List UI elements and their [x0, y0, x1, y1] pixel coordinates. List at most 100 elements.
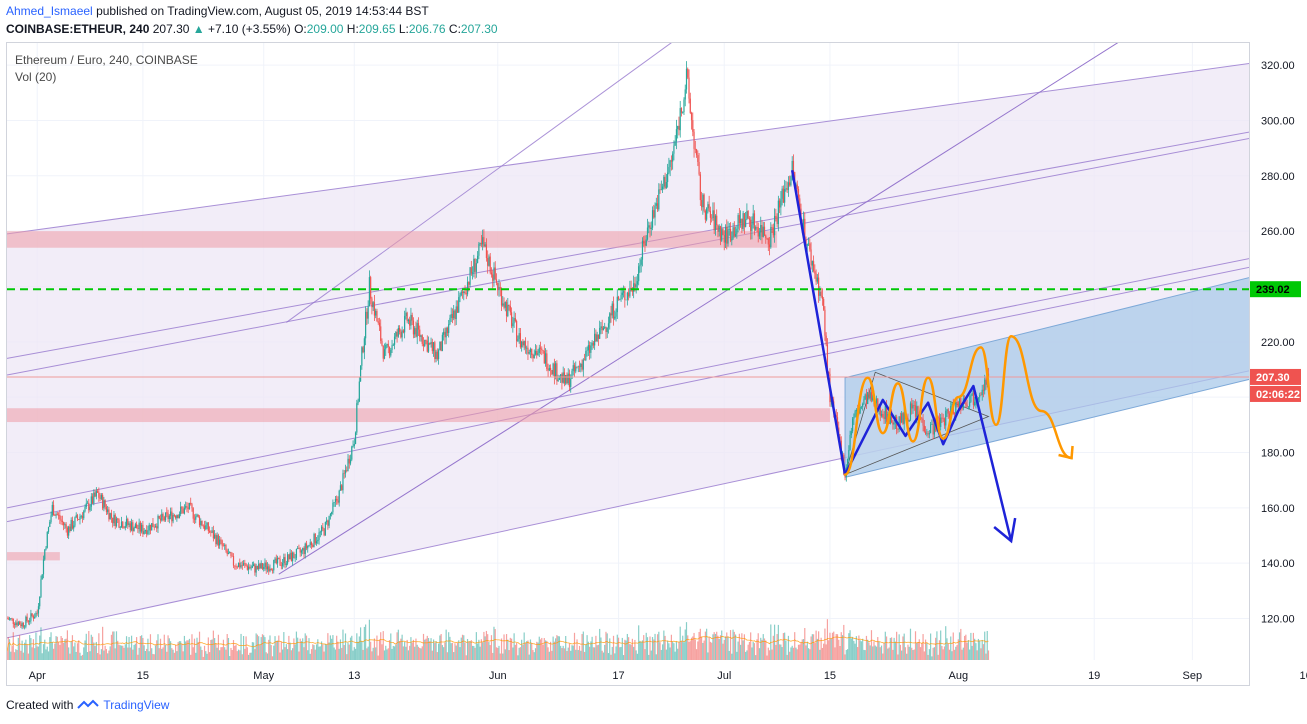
- candle-body: [609, 313, 611, 324]
- volume-bar: [508, 650, 510, 660]
- tradingview-logo-icon[interactable]: [77, 699, 100, 711]
- volume-bar: [112, 631, 114, 660]
- volume-bar: [80, 655, 82, 660]
- candle-body: [522, 341, 524, 346]
- volume-bar: [741, 633, 743, 660]
- candle-body: [152, 523, 154, 528]
- candle-body: [367, 306, 369, 319]
- volume-bar: [363, 626, 365, 660]
- volume-bar: [356, 633, 358, 660]
- volume-bar: [907, 644, 909, 660]
- volume-bar: [115, 631, 118, 660]
- volume-bar: [815, 630, 817, 660]
- volume-bar: [862, 638, 864, 660]
- volume-bar: [56, 636, 58, 660]
- volume-bar: [132, 649, 134, 660]
- candle-body: [677, 125, 679, 130]
- volume-bar: [614, 653, 616, 660]
- candle-body: [326, 520, 328, 523]
- candle-body: [970, 395, 972, 402]
- candle-body: [69, 526, 71, 532]
- volume-bar: [169, 641, 172, 660]
- volume-bar: [571, 645, 573, 660]
- volume-bar: [742, 640, 744, 660]
- volume-bar: [146, 648, 148, 660]
- volume-bar: [322, 644, 324, 660]
- candle-body: [333, 502, 335, 503]
- volume-bar: [176, 651, 178, 660]
- candle-body: [615, 312, 617, 317]
- candle-body: [711, 217, 713, 219]
- candle-body: [83, 511, 85, 519]
- candle-body: [683, 99, 685, 113]
- volume-bar: [870, 630, 873, 660]
- volume-bar: [349, 637, 352, 660]
- candle-body: [965, 402, 967, 405]
- candle-body: [709, 210, 712, 218]
- candle-body: [117, 518, 119, 520]
- volume-bar: [585, 644, 587, 660]
- candle-body: [646, 227, 649, 240]
- candle-body: [568, 373, 571, 387]
- author-link[interactable]: Ahmed_Ismaeel: [6, 4, 93, 18]
- candle-body: [863, 399, 865, 404]
- volume-bar: [327, 633, 329, 660]
- candle-body: [91, 496, 94, 504]
- volume-bar: [475, 632, 477, 660]
- volume-bar: [755, 655, 757, 660]
- candle-body: [30, 613, 32, 621]
- candle-body: [781, 188, 783, 199]
- volume-bar: [617, 637, 620, 660]
- candle-body: [846, 459, 849, 468]
- volume-bar: [841, 635, 844, 660]
- volume-bar: [791, 645, 793, 660]
- tradingview-brand[interactable]: TradingView: [103, 698, 170, 712]
- volume-bar: [824, 628, 826, 660]
- volume-bar: [537, 642, 539, 660]
- volume-bar: [220, 647, 222, 660]
- candle-body: [322, 526, 324, 529]
- volume-bar: [797, 644, 800, 660]
- volume-bar: [599, 628, 601, 660]
- volume-bar: [63, 642, 65, 660]
- candle-body: [701, 200, 703, 208]
- candle-body: [956, 401, 958, 403]
- volume-bar: [814, 643, 816, 660]
- candle-body: [729, 229, 732, 241]
- candle-body: [498, 287, 500, 291]
- volume-bar: [249, 652, 251, 660]
- candle-body: [475, 263, 477, 272]
- candle-body: [314, 533, 316, 544]
- candle-body: [612, 303, 615, 319]
- candle-body: [787, 182, 790, 190]
- volume-bar: [763, 638, 766, 660]
- candle-body: [680, 108, 683, 113]
- volume-bar: [347, 642, 349, 660]
- volume-bar: [390, 633, 392, 660]
- volume-bar: [605, 631, 607, 660]
- candle-body: [344, 470, 347, 474]
- volume-bar: [299, 638, 301, 660]
- volume-bar: [359, 627, 362, 660]
- candle-body: [8, 618, 11, 620]
- volume-bar: [178, 641, 180, 660]
- volume-bar: [587, 641, 589, 660]
- volume-bar: [938, 640, 941, 660]
- candle-body: [259, 563, 261, 569]
- volume-bar: [125, 636, 128, 660]
- candle-body: [750, 219, 752, 231]
- volume-bar: [308, 638, 310, 660]
- candle-body: [300, 550, 303, 553]
- chart-legend-title: Ethereum / Euro, 240, COINBASE: [15, 53, 198, 67]
- last-price-tag-bg: [1250, 368, 1301, 385]
- candle-body: [429, 343, 431, 345]
- volume-bar: [270, 645, 272, 660]
- volume-bar: [436, 652, 438, 660]
- volume-bar: [407, 650, 410, 660]
- volume-bar: [295, 631, 298, 660]
- candle-body: [284, 557, 286, 565]
- volume-bar: [955, 646, 957, 660]
- volume-bar: [305, 635, 308, 660]
- candle-body: [216, 535, 218, 545]
